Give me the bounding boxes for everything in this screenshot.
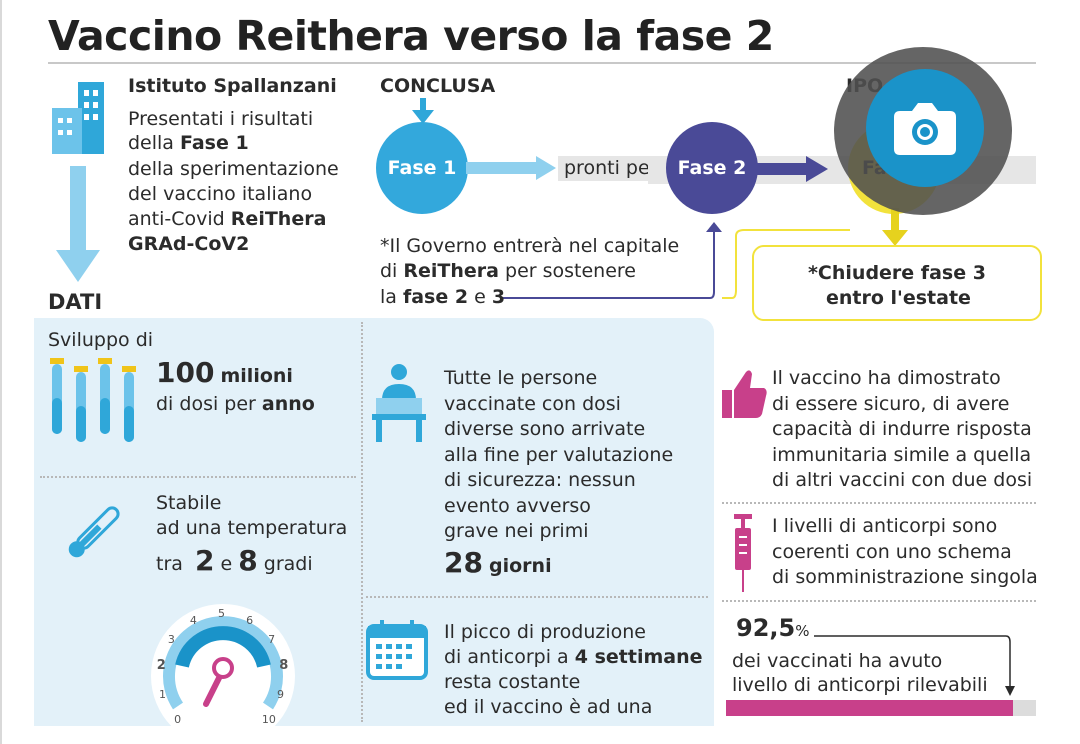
camera-icon (894, 103, 956, 155)
page-title: Vaccino Reithera verso la fase 2 (48, 12, 774, 60)
intro-line-6: GRAd-CoV2 (128, 233, 250, 255)
persone-line-6: evento avverso (444, 494, 591, 517)
arrow-down-icon (56, 166, 100, 282)
panel-divider (40, 476, 356, 478)
persone-line-2: vaccinate con dosi (444, 392, 621, 415)
fase1-label: Fase 1 (387, 157, 457, 179)
persone-line-5: di sicurezza: nessun (444, 469, 636, 491)
dosi-per-anno: di dosi per anno (156, 393, 315, 415)
fase1-circle: Fase 1 (376, 122, 468, 214)
anticorpi-line-3: di somministrazione singola (772, 566, 1038, 588)
persone-line-1: Tutte le persone (444, 367, 598, 389)
gauge-tick-label: 3 (167, 632, 175, 646)
arrow-right-icon (466, 156, 556, 180)
title-divider (48, 62, 1036, 64)
sicuro-line-2: di essere sicuro, di avere (772, 392, 1010, 415)
percent-connector (814, 635, 1015, 696)
gauge-tick-label: 6 (246, 613, 254, 627)
dati-heading: DATI (48, 290, 103, 314)
stabile-label: Stabile (156, 492, 222, 514)
panel-divider (366, 596, 708, 598)
gauge-tick-label: 9 (276, 688, 284, 702)
chiudere-line-2: entro l'estate (826, 287, 971, 309)
sicuro-line-5: di altri vaccini con due dosi (772, 469, 1033, 491)
sicuro-line-1: Il vaccino ha dimostrato (772, 367, 1001, 389)
intro-line-3: della sperimentazione (128, 158, 339, 180)
governo-line-2: di ReiThera per sostenere (380, 260, 637, 282)
sicuro-line-3: capacità di indurre risposta (772, 418, 1032, 440)
fase2-label: Fase 2 (677, 157, 747, 179)
temperatura-range: tra 2 e 8 gradi (156, 544, 313, 577)
percent-progress-bar (726, 700, 1036, 716)
persone-line-4: alla fine per valutazione (444, 443, 674, 466)
camera-button[interactable] (834, 47, 1012, 215)
sviluppo-label: Sviluppo di (48, 329, 154, 351)
calendar-icon (366, 620, 428, 680)
gauge-tick-label: 4 (189, 613, 197, 627)
arrow-right-icon (756, 156, 828, 182)
building-icon (52, 82, 104, 154)
connector-lines (502, 222, 850, 299)
anticorpi-line-1: I livelli di anticorpi sono (772, 515, 998, 537)
person-reading-icon (372, 364, 426, 442)
gauge-tick-label: 0 (174, 712, 182, 726)
intro-line-5: anti-Covid ReiThera (128, 208, 327, 230)
gauge-tick-label: 5 (218, 607, 225, 620)
intro-line-1: Presentati i risultati (128, 108, 314, 130)
intro-line-4: del vaccino italiano (128, 183, 313, 205)
sicuro-line-4: immunitaria simile a quella (772, 443, 1032, 466)
chiudere-line-1: *Chiudere fase 3 (808, 262, 986, 284)
persone-line-7: grave nei primi (444, 520, 589, 542)
gauge-tick-label: 10 (261, 712, 276, 726)
thumbs-up-icon (722, 370, 767, 418)
test-tubes-icon (50, 358, 136, 442)
percent-value: 92,5% (736, 614, 810, 642)
governo-line-1: *Il Governo entrerà nel capitale (380, 235, 680, 257)
milioni-value: 100 milioni (156, 356, 293, 389)
panel-divider (361, 322, 363, 722)
thermometer-icon (68, 506, 120, 558)
temperatura-label: ad una temperatura (156, 517, 348, 539)
gauge-tick-label: 7 (268, 632, 276, 646)
governo-line-3: la fase 2 e 3 (380, 286, 506, 308)
institute-name: Istituto Spallanzani (128, 75, 337, 97)
percent-line-1: dei vaccinati ha avuto (732, 650, 943, 672)
pronti-per-label: pronti per (558, 156, 664, 181)
persone-line-3: diverse sono arrivate (444, 418, 646, 440)
gauge-icon (151, 604, 295, 726)
left-border (0, 0, 2, 744)
picco-line-3: resta costante (444, 671, 581, 693)
giorni-value: 28 giorni (444, 546, 552, 579)
gauge-tick-label: 1 (159, 688, 167, 702)
picco-line-4: ed il vaccino è ad una (444, 696, 653, 718)
arrow-down-icon (882, 208, 908, 246)
chiudere-box (752, 245, 1042, 321)
picco-line-1: Il picco di produzione (444, 621, 646, 643)
percent-progress-fill (726, 700, 1013, 716)
arrow-down-icon (412, 98, 434, 124)
picco-line-2: di anticorpi a 4 settimane (444, 646, 703, 668)
panel-divider (722, 600, 1036, 602)
intro-line-2: della Fase 1 (128, 132, 249, 154)
fase2-circle: Fase 2 (666, 122, 758, 214)
panel-divider (722, 502, 1036, 504)
anticorpi-line-2: coerenti con uno schema (772, 540, 1012, 563)
camera-button-circle[interactable] (866, 69, 984, 187)
syringe-icon (734, 514, 752, 592)
conclusa-label: CONCLUSA (380, 75, 496, 97)
percent-line-2: livello di anticorpi rilevabili (732, 674, 988, 696)
gauge-tick-label: 2 (156, 658, 166, 674)
gauge-tick-label: 8 (279, 658, 289, 674)
